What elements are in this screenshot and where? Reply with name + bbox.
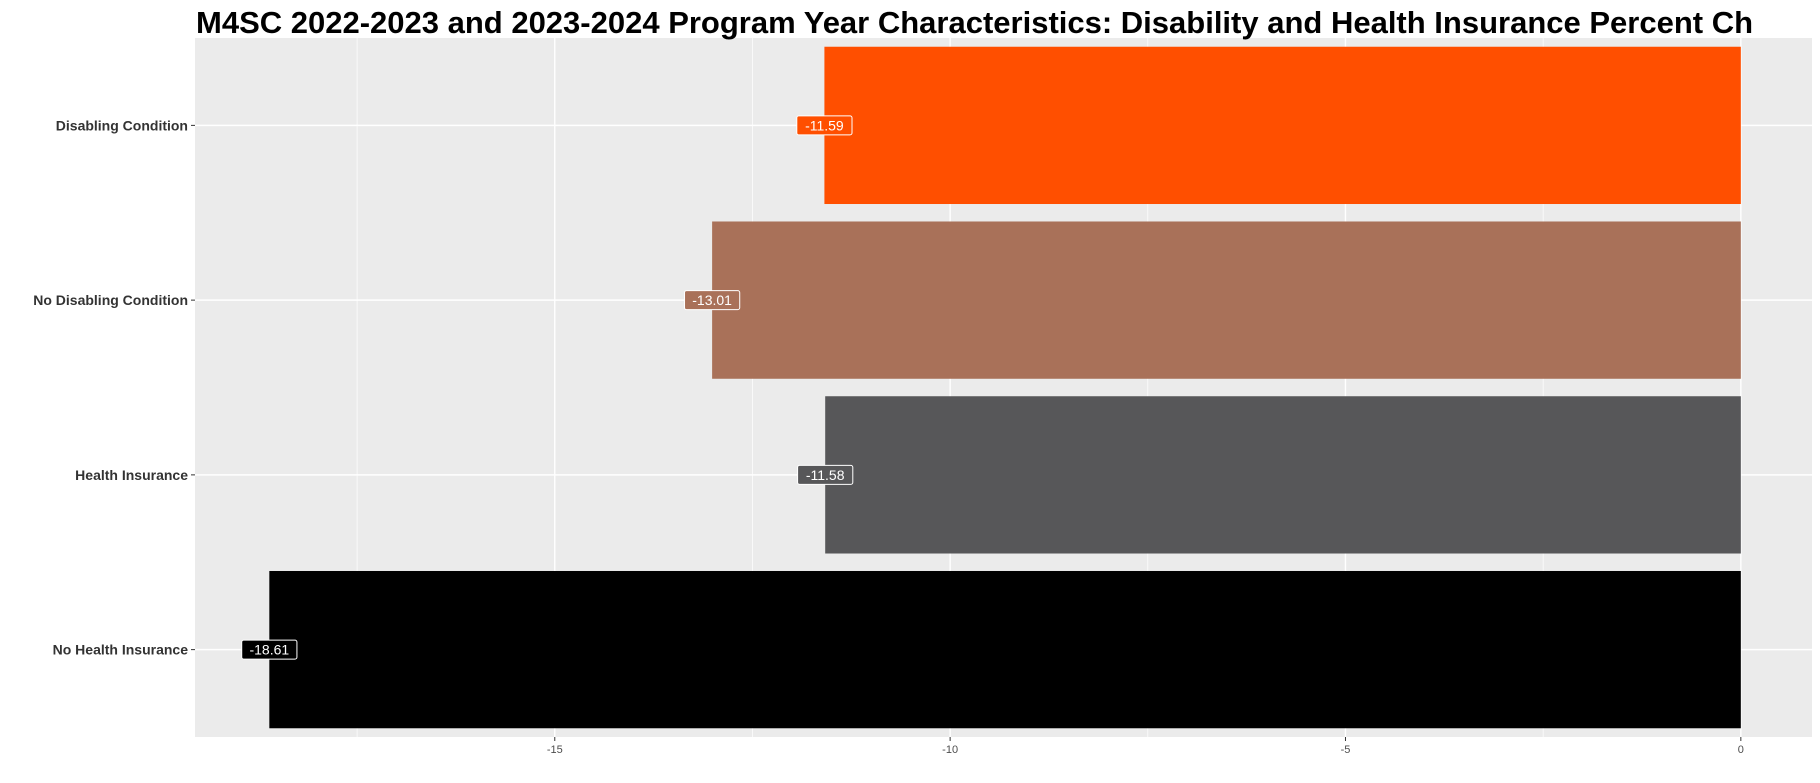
data-label: -13.01	[684, 290, 741, 311]
data-labels: -11.59 -13.01 -11.58 -18.61	[241, 115, 854, 660]
data-label-box	[797, 464, 854, 485]
data-label-text: -13.01	[692, 292, 732, 308]
x-tick-label: 0	[1738, 744, 1744, 756]
bar-disabling-condition	[824, 46, 1741, 205]
data-label-text: -18.61	[249, 642, 289, 658]
bar-health-insurance	[825, 396, 1741, 554]
x-tick-label: -10	[942, 744, 958, 756]
chart-title: M4SC 2022-2023 and 2023-2024 Program Yea…	[196, 5, 1753, 40]
y-tick-label: No Health Insurance	[53, 642, 189, 658]
bar-no-disabling-condition	[712, 221, 1741, 379]
y-tick-label: No Disabling Condition	[33, 292, 188, 308]
data-label-box	[241, 639, 298, 660]
bars	[269, 46, 1741, 729]
y-tick-label: Disabling Condition	[56, 117, 188, 133]
data-label-box	[796, 115, 853, 136]
y-tick-label: Health Insurance	[75, 467, 188, 483]
data-label: -11.58	[797, 464, 854, 485]
bar-no-health-insurance	[269, 570, 1741, 729]
x-tick-label: -15	[547, 744, 563, 756]
x-tick-label: -5	[1341, 744, 1351, 756]
y-axis: Disabling Condition No Disabling Conditio…	[33, 117, 195, 658]
data-label: -11.59	[796, 115, 853, 136]
data-label: -18.61	[241, 639, 298, 660]
data-label-text: -11.58	[806, 467, 845, 483]
data-label-text: -11.59	[805, 117, 844, 133]
data-label-box	[684, 290, 741, 311]
x-axis: -15 -10 -5 0	[547, 737, 1744, 756]
